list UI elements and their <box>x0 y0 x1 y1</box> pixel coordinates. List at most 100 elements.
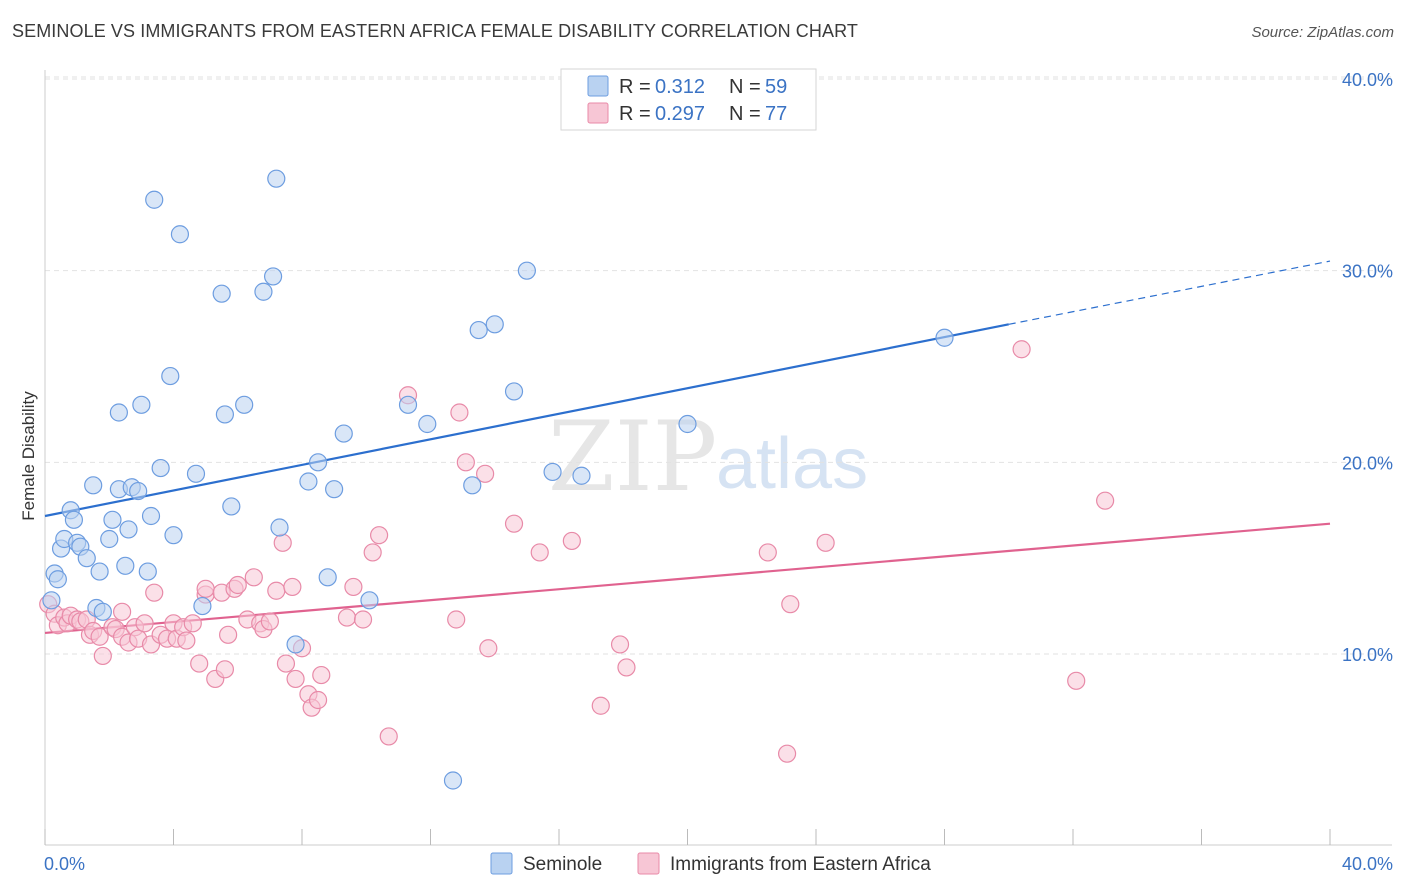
point-seminole <box>235 395 254 414</box>
point-seminole <box>572 466 591 485</box>
point-immigrants <box>344 577 363 597</box>
point-seminole <box>469 320 488 340</box>
point-seminole <box>267 169 286 188</box>
bottom-legend-label-seminole: Seminole <box>523 854 602 875</box>
legend-r-value: 0.297 <box>655 103 705 125</box>
point-seminole <box>318 568 337 587</box>
point-seminole <box>145 190 164 209</box>
point-seminole <box>119 520 138 539</box>
y-tick-label: 40.0% <box>1342 70 1393 90</box>
point-immigrants <box>283 577 302 597</box>
point-immigrants <box>1067 671 1086 690</box>
point-seminole <box>215 405 234 424</box>
point-seminole <box>504 382 524 401</box>
point-immigrants <box>777 744 797 763</box>
point-immigrants <box>112 602 132 621</box>
point-seminole <box>678 414 697 434</box>
point-immigrants <box>447 610 466 629</box>
point-seminole <box>151 458 170 478</box>
point-immigrants <box>260 612 279 631</box>
watermark-atlas: atlas <box>716 424 868 504</box>
x-tick-label: 40.0% <box>1342 854 1393 874</box>
point-immigrants <box>379 727 398 746</box>
point-immigrants <box>476 464 495 483</box>
point-seminole <box>485 315 504 334</box>
y-tick-label: 20.0% <box>1342 453 1393 473</box>
point-seminole <box>360 591 379 610</box>
point-immigrants <box>183 614 202 633</box>
point-immigrants <box>312 665 331 685</box>
point-seminole <box>132 395 151 414</box>
y-tick-label: 10.0% <box>1342 645 1393 665</box>
point-seminole <box>325 480 344 499</box>
point-seminole <box>103 510 122 529</box>
point-seminole <box>129 481 148 501</box>
point-seminole <box>116 556 135 575</box>
point-immigrants <box>617 658 636 677</box>
point-seminole <box>170 225 190 244</box>
point-immigrants <box>1012 340 1031 359</box>
legend-n-label: N = <box>729 76 761 98</box>
grid-lines <box>45 76 1392 655</box>
point-seminole <box>543 462 562 482</box>
point-seminole <box>138 562 157 581</box>
point-immigrants <box>450 403 469 422</box>
point-seminole <box>141 506 161 526</box>
legend-r-value: 0.312 <box>655 76 705 98</box>
point-immigrants <box>286 669 305 689</box>
point-immigrants <box>219 625 238 644</box>
tick-labels: 10.0% 20.0% 30.0% 40.0% 0.0% 40.0% <box>44 70 1393 874</box>
point-immigrants <box>267 581 286 600</box>
point-seminole <box>270 518 289 537</box>
point-immigrants <box>244 568 263 587</box>
point-seminole <box>84 476 103 495</box>
point-immigrants <box>610 635 630 654</box>
point-immigrants <box>456 453 475 472</box>
legend-row-seminole: R = 0.312 N = 59 <box>587 75 787 98</box>
legend-swatch-immigrants <box>587 102 609 124</box>
chart-source: Source: ZipAtlas.com <box>1251 24 1394 41</box>
point-immigrants <box>353 610 373 629</box>
point-immigrants <box>337 608 357 627</box>
point-seminole <box>109 403 128 422</box>
point-seminole <box>48 570 67 589</box>
point-seminole <box>90 562 109 581</box>
point-immigrants <box>90 627 109 646</box>
bottom-legend-swatch-immigrants <box>637 852 660 875</box>
point-immigrants <box>530 543 549 562</box>
point-immigrants <box>479 639 498 658</box>
point-immigrants <box>228 575 247 595</box>
point-seminole <box>222 497 241 516</box>
point-seminole <box>463 476 482 495</box>
bottom-legend: Seminole Immigrants from Eastern Africa <box>490 852 931 875</box>
legend-n-value: 77 <box>765 103 787 125</box>
point-seminole <box>100 529 119 549</box>
point-immigrants <box>504 514 524 533</box>
legend-row-immigrants: R = 0.297 N = 77 <box>587 102 787 125</box>
point-immigrants <box>758 543 777 562</box>
point-immigrants <box>93 646 112 666</box>
point-seminole <box>77 549 96 568</box>
point-seminole <box>93 602 112 621</box>
bottom-legend-label-immigrants: Immigrants from Eastern Africa <box>670 854 931 875</box>
legend-n-value: 59 <box>765 76 787 98</box>
point-immigrants <box>816 533 835 552</box>
point-immigrants <box>562 531 581 551</box>
point-seminole <box>286 635 305 654</box>
point-seminole <box>212 284 231 303</box>
point-seminole <box>164 526 183 545</box>
point-seminole <box>42 591 61 610</box>
trend-line-seminole <box>44 323 1009 518</box>
point-immigrants <box>1096 491 1115 510</box>
point-seminole <box>334 424 353 443</box>
point-immigrants <box>177 631 196 650</box>
legend-n-label: N = <box>729 103 761 125</box>
point-seminole <box>517 261 536 280</box>
data-points <box>39 169 1115 790</box>
point-seminole <box>263 267 283 286</box>
legend-r-label: R = <box>619 76 651 98</box>
legend-r-label: R = <box>619 103 651 125</box>
legend: R = 0.312 N = 59 R = 0.297 N = 77 <box>560 68 817 131</box>
chart-title: SEMINOLE VS IMMIGRANTS FROM EASTERN AFRI… <box>12 21 858 41</box>
